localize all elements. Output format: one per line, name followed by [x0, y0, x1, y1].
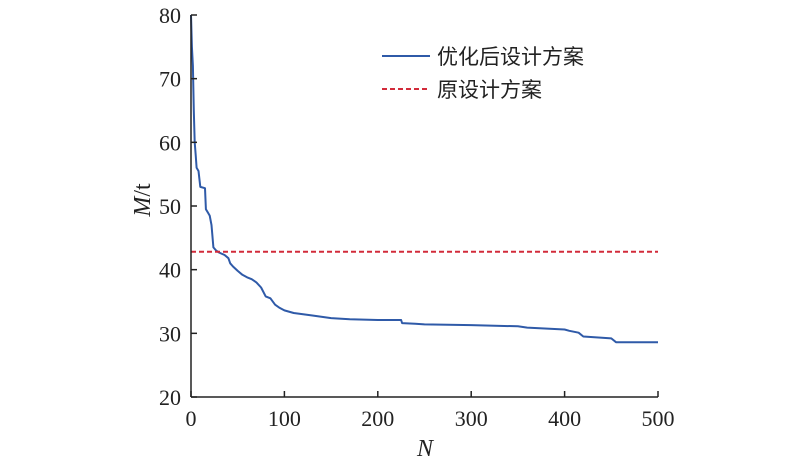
y-axis-title-symbol: M: [130, 195, 156, 218]
x-tick-label: 300: [455, 406, 488, 431]
series-line-optimized: [190, 14, 658, 344]
y-tick-label: 20: [159, 385, 181, 410]
y-tick-label: 80: [159, 3, 181, 28]
legend: 优化后设计方案 原设计方案: [382, 45, 584, 102]
x-ticks: 0 100 200 300 400 500: [186, 391, 675, 431]
x-tick-label: 100: [268, 406, 301, 431]
y-ticks: 20 30 40 50 60 70 80: [159, 3, 197, 410]
axes: [190, 15, 658, 398]
y-tick-label: 60: [159, 130, 181, 155]
y-tick-label: 30: [159, 321, 181, 346]
plot-lines: [190, 14, 658, 344]
y-axis-title-unit: /t: [130, 183, 156, 197]
x-tick-label: 200: [361, 406, 394, 431]
y-tick-label: 70: [159, 67, 181, 92]
x-tick-label: 0: [186, 406, 197, 431]
x-tick-label: 400: [548, 406, 581, 431]
y-axis-title: M/t: [130, 183, 156, 218]
x-axis-title: N: [416, 436, 435, 462]
y-tick-label: 50: [159, 194, 181, 219]
y-tick-label: 40: [159, 258, 181, 283]
legend-label-optimized: 优化后设计方案: [437, 45, 584, 69]
legend-label-original: 原设计方案: [437, 78, 542, 102]
x-tick-label: 500: [642, 406, 675, 431]
